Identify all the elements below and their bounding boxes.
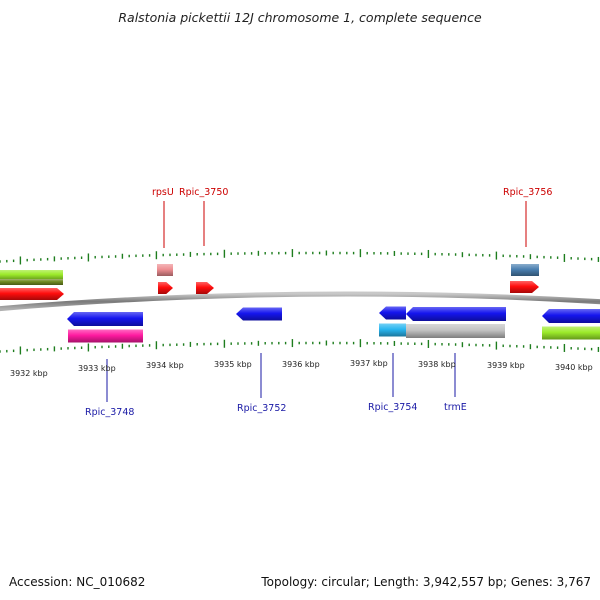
gene-feature bbox=[379, 306, 406, 320]
kbp-label: 3935 kbp bbox=[214, 360, 252, 369]
gene-feature bbox=[511, 264, 539, 276]
gene-feature bbox=[157, 264, 173, 276]
gene-feature bbox=[196, 282, 214, 294]
gene-labels: rpsU Rpic_3750 Rpic_3756 Rpic_3748 Rpic_… bbox=[85, 187, 552, 418]
gene-label-rpic-3750: Rpic_3750 bbox=[179, 187, 228, 198]
gene-label-trmE: trmE bbox=[444, 402, 467, 413]
kbp-label: 3932 kbp bbox=[10, 369, 48, 378]
gene-feature bbox=[379, 323, 406, 337]
kbp-label: 3934 kbp bbox=[146, 361, 184, 370]
gene-feature bbox=[406, 324, 505, 338]
gene-feature bbox=[68, 329, 143, 343]
kbp-label: 3940 kbp bbox=[555, 363, 593, 372]
map-title: Ralstonia pickettii 12J chromosome 1, co… bbox=[118, 10, 482, 25]
gene-feature bbox=[67, 312, 143, 326]
gene-label-rpic-3748: Rpic_3748 bbox=[85, 407, 134, 418]
gene-feature bbox=[0, 279, 63, 285]
gene-feature bbox=[406, 307, 506, 321]
gene-feature bbox=[0, 288, 64, 300]
top-scale-ticks bbox=[0, 249, 600, 265]
gene-label-rpic-3754: Rpic_3754 bbox=[368, 402, 417, 413]
kbp-label: 3936 kbp bbox=[282, 360, 320, 369]
gene-label-rpic-3756: Rpic_3756 bbox=[503, 187, 552, 198]
kbp-label: 3938 kbp bbox=[418, 360, 456, 369]
gene-feature bbox=[510, 281, 539, 293]
genome-summary-text: Topology: circular; Length: 3,942,557 bp… bbox=[261, 575, 591, 589]
accession-text: Accession: NC_010682 bbox=[9, 575, 146, 589]
kbp-label: 3933 kbp bbox=[78, 364, 116, 373]
gene-feature bbox=[542, 326, 600, 340]
kbp-label: 3937 kbp bbox=[350, 359, 388, 368]
label-leader-lines bbox=[106, 201, 527, 402]
chromosome-backbone bbox=[0, 291, 600, 312]
gene-feature bbox=[236, 307, 282, 321]
bottom-scale-ticks bbox=[0, 339, 600, 355]
kbp-labels: 3932 kbp 3933 kbp 3934 kbp 3935 kbp 3936… bbox=[10, 359, 593, 378]
gene-feature bbox=[542, 309, 600, 323]
kbp-label: 3939 kbp bbox=[487, 361, 525, 370]
gene-feature bbox=[0, 270, 63, 280]
gene-label-rpic-3752: Rpic_3752 bbox=[237, 403, 286, 414]
gene-feature bbox=[158, 282, 173, 294]
gene-features bbox=[0, 264, 600, 343]
gene-label-rpsU: rpsU bbox=[152, 187, 174, 198]
